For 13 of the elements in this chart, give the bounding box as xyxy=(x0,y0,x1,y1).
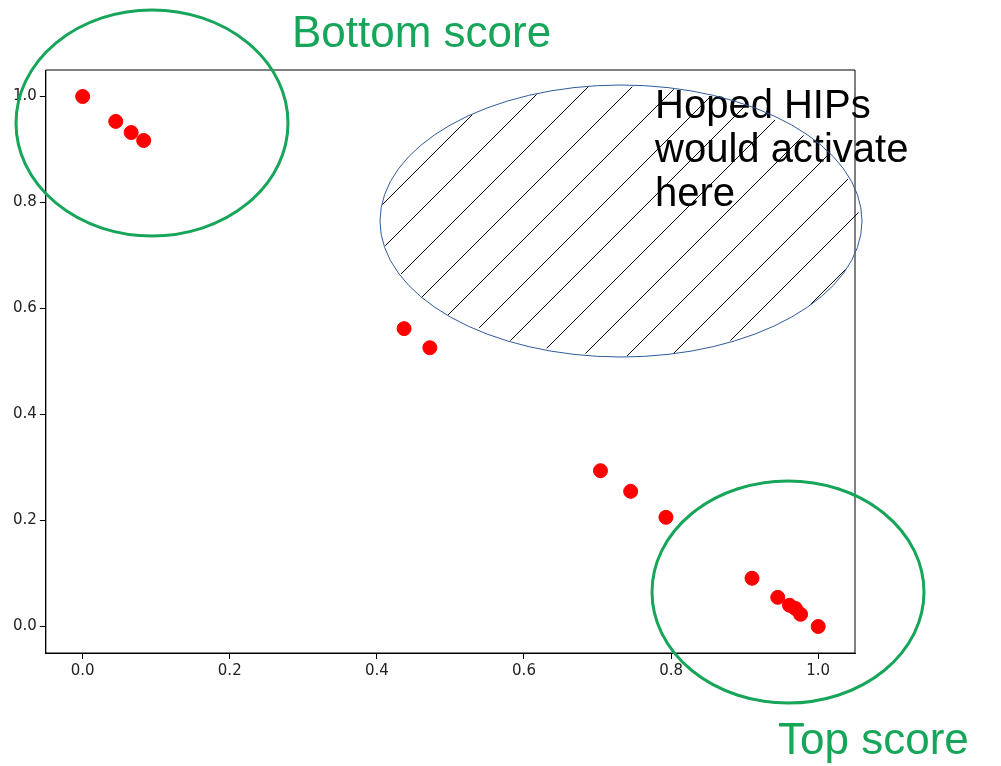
x-tick-label: 0.2 xyxy=(217,660,242,679)
y-tick-label: 0.8 xyxy=(13,192,37,211)
y-tick-label: 0.2 xyxy=(13,510,37,529)
x-tick-label: 0.6 xyxy=(512,660,536,679)
y-tick-label: 0.4 xyxy=(13,404,37,423)
x-tick-label: 0.8 xyxy=(659,660,684,679)
text: Top score xyxy=(778,714,970,764)
y-tick-label: 0.6 xyxy=(13,298,37,317)
x-tick-label: 0.0 xyxy=(70,660,95,679)
y-tick-label: 0.0 xyxy=(13,616,37,635)
x-tick-label: 0.4 xyxy=(364,660,389,679)
x-tick-label: 1.0 xyxy=(806,660,831,679)
text: Bottom score xyxy=(292,7,553,57)
